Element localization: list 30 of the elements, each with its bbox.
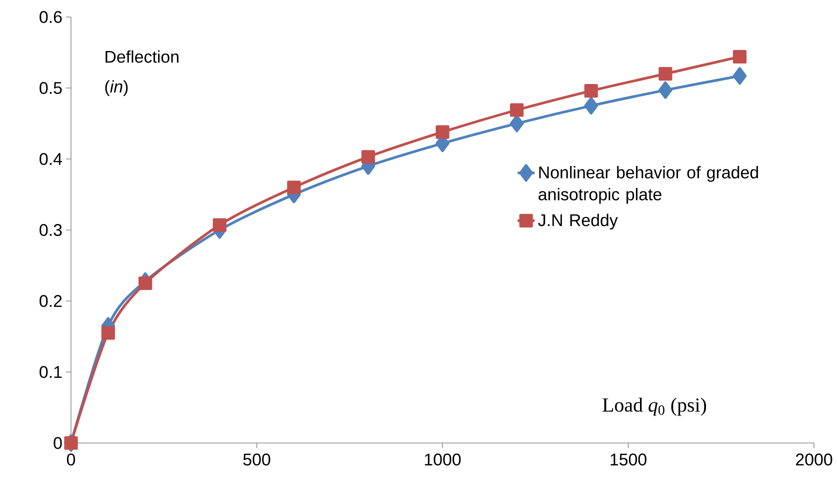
- point: [584, 84, 598, 98]
- x-tick-label: 1500: [610, 454, 646, 466]
- point: [287, 180, 301, 194]
- y-tick-label: 0.4: [40, 153, 62, 165]
- y-tick-label: 0.2: [40, 295, 62, 307]
- point: [101, 326, 115, 340]
- legend-label: J.N Reddy: [538, 214, 618, 230]
- x-axis-title: Load q$_{0}$ (psi): [602, 398, 706, 416]
- y-tick-label: 0: [54, 437, 62, 449]
- point: [732, 50, 747, 64]
- x-tick-label: 1000: [424, 454, 461, 466]
- point: [212, 218, 226, 232]
- point: [510, 103, 524, 117]
- point: [658, 81, 672, 99]
- y-tick-label: 0.5: [40, 82, 62, 94]
- x-tick-label: 0: [66, 454, 76, 466]
- y-tick-label: 0.3: [40, 224, 62, 236]
- point: [510, 114, 524, 132]
- legend-label: Nonlinear behavior of graded anisotropic plate: [538, 166, 758, 204]
- x-tick-label: 500: [243, 454, 270, 466]
- point: [361, 150, 376, 164]
- x-tick-label: 2000: [796, 454, 832, 466]
- point: [138, 276, 152, 290]
- y-tick-label: 0.1: [40, 366, 62, 378]
- point: [658, 66, 672, 81]
- y-axis-title: Deflection (in): [105, 50, 178, 96]
- y-tick-label: 0.6: [40, 10, 62, 23]
- point: [436, 125, 450, 139]
- point: [584, 96, 598, 115]
- point: [732, 67, 747, 85]
